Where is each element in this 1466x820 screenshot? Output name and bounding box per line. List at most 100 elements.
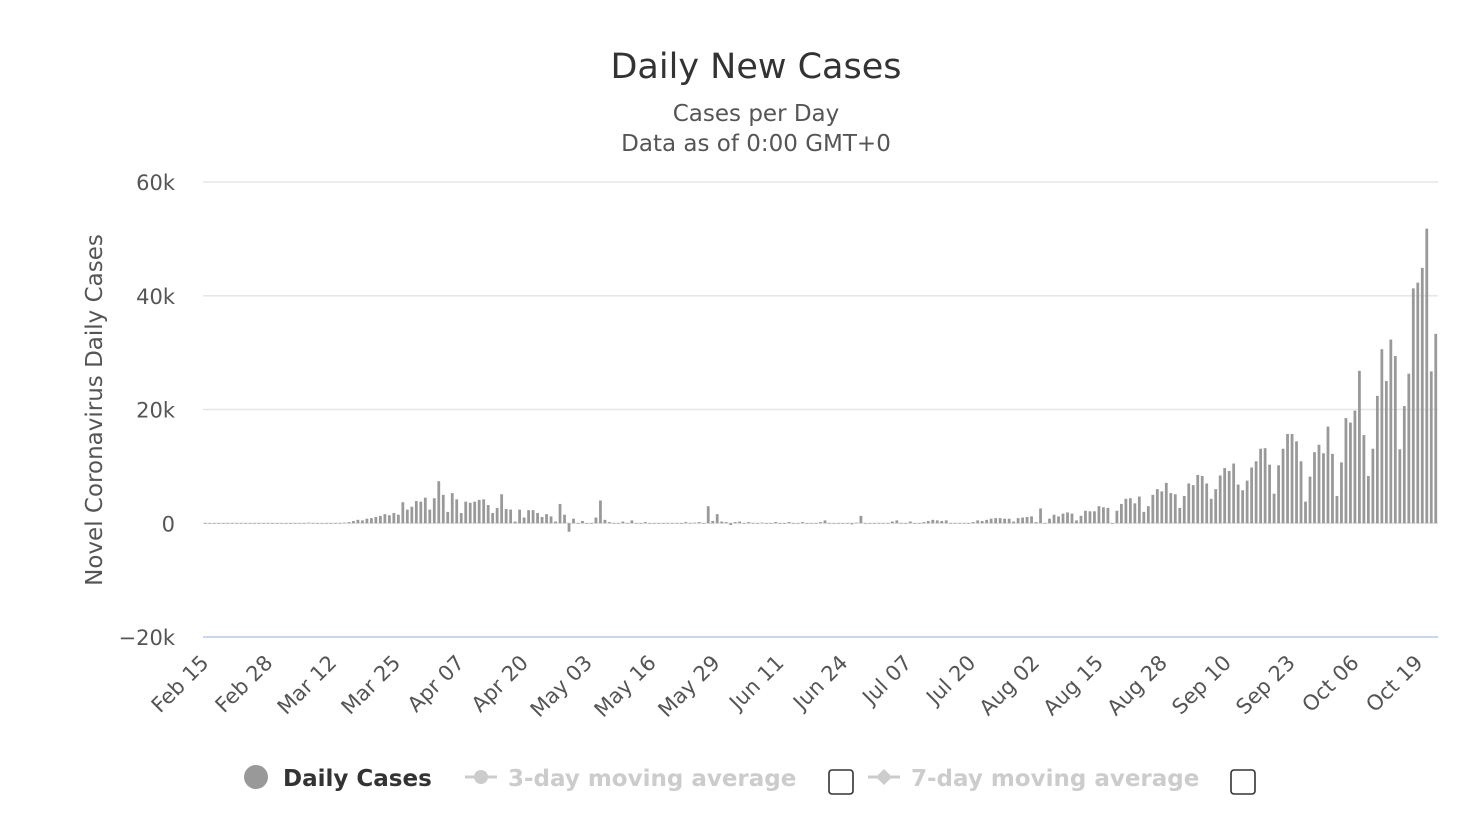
bar-mark[interactable] xyxy=(670,523,674,524)
bar-mark[interactable] xyxy=(1182,495,1186,524)
bar-mark[interactable] xyxy=(603,519,607,524)
bar-mark[interactable] xyxy=(989,518,993,524)
bar-mark[interactable] xyxy=(733,522,737,524)
bar-mark[interactable] xyxy=(1124,498,1128,524)
bar-mark[interactable] xyxy=(612,523,616,524)
bar-mark[interactable] xyxy=(527,510,530,524)
bar-mark[interactable] xyxy=(976,520,980,524)
bar-mark[interactable] xyxy=(805,523,809,524)
bar-mark[interactable] xyxy=(572,518,575,524)
bar-mark[interactable] xyxy=(1178,507,1182,524)
bar-mark[interactable] xyxy=(1128,498,1132,524)
bar-mark[interactable] xyxy=(953,523,957,524)
bar-mark[interactable] xyxy=(1048,518,1051,524)
bar-mark[interactable] xyxy=(899,523,903,524)
bar-mark[interactable] xyxy=(1052,514,1056,524)
bar-mark[interactable] xyxy=(832,523,836,524)
bar-mark[interactable] xyxy=(1375,395,1379,524)
bar-mark[interactable] xyxy=(1088,511,1092,524)
bar-mark[interactable] xyxy=(343,522,346,524)
bar-mark[interactable] xyxy=(1187,483,1191,524)
bar-mark[interactable] xyxy=(940,520,944,524)
bar-mark[interactable] xyxy=(1407,373,1411,524)
bar-mark[interactable] xyxy=(554,521,557,524)
bar-mark[interactable] xyxy=(221,523,225,524)
bar-mark[interactable] xyxy=(239,523,243,524)
bar-mark[interactable] xyxy=(1398,449,1402,524)
bar-mark[interactable] xyxy=(747,522,751,524)
bar-mark[interactable] xyxy=(509,509,513,524)
bar-mark[interactable] xyxy=(881,523,885,524)
bar-mark[interactable] xyxy=(886,523,890,524)
bar-mark[interactable] xyxy=(536,513,539,524)
bar-mark[interactable] xyxy=(531,510,535,524)
bar-mark[interactable] xyxy=(634,523,638,524)
bar-mark[interactable] xyxy=(1371,448,1375,524)
bar-mark[interactable] xyxy=(1066,512,1069,524)
bar-mark[interactable] xyxy=(1322,453,1325,524)
bar-mark[interactable] xyxy=(890,521,894,524)
bar-mark[interactable] xyxy=(1268,464,1271,524)
bar-mark[interactable] xyxy=(774,522,777,524)
bar-mark[interactable] xyxy=(226,523,230,524)
bar-mark[interactable] xyxy=(576,523,580,524)
bar-mark[interactable] xyxy=(1133,503,1137,524)
bar-mark[interactable] xyxy=(311,523,315,524)
bar-mark[interactable] xyxy=(1358,370,1361,524)
bar-mark[interactable] xyxy=(1245,480,1249,524)
bar-mark[interactable] xyxy=(392,513,396,524)
bar-mark[interactable] xyxy=(1173,494,1177,524)
bar-mark[interactable] xyxy=(293,523,297,524)
bar-mark[interactable] xyxy=(1393,356,1397,524)
bar-mark[interactable] xyxy=(711,520,715,524)
bar-mark[interactable] xyxy=(720,521,724,524)
bar-mark[interactable] xyxy=(913,523,917,524)
bar-mark[interactable] xyxy=(688,523,692,524)
bar-mark[interactable] xyxy=(1196,474,1200,524)
bar-mark[interactable] xyxy=(787,522,791,524)
bar-mark[interactable] xyxy=(1241,490,1245,524)
bar-mark[interactable] xyxy=(1295,441,1298,524)
bar-mark[interactable] xyxy=(482,499,486,524)
bar-mark[interactable] xyxy=(796,523,800,524)
bar-mark[interactable] xyxy=(437,481,441,524)
bar-mark[interactable] xyxy=(850,523,854,525)
bar-mark[interactable] xyxy=(563,514,566,524)
bar-mark[interactable] xyxy=(581,520,584,524)
bar-mark[interactable] xyxy=(778,523,782,524)
bar-mark[interactable] xyxy=(1232,463,1236,524)
bar-mark[interactable] xyxy=(1025,516,1029,524)
bar-mark[interactable] xyxy=(486,505,490,524)
bar-mark[interactable] xyxy=(1151,494,1155,524)
bar-mark[interactable] xyxy=(783,523,786,524)
legend-item-3-day-moving-average[interactable]: 3-day moving average xyxy=(465,766,796,792)
bar-mark[interactable] xyxy=(873,523,876,524)
bar-mark[interactable] xyxy=(693,522,697,524)
bar-mark[interactable] xyxy=(621,521,625,524)
bar-mark[interactable] xyxy=(1075,520,1078,524)
bar-mark[interactable] xyxy=(387,515,391,524)
bar-mark[interactable] xyxy=(868,523,872,524)
bar-mark[interactable] xyxy=(1277,465,1280,524)
bar-mark[interactable] xyxy=(1137,496,1141,524)
bar-mark[interactable] xyxy=(1097,506,1101,524)
bar-mark[interactable] xyxy=(1326,426,1330,524)
bar-mark[interactable] xyxy=(675,523,679,524)
bar-mark[interactable] xyxy=(338,522,342,524)
bar-mark[interactable] xyxy=(1039,508,1042,524)
bar-mark[interactable] xyxy=(307,522,310,524)
bar-mark[interactable] xyxy=(423,497,427,524)
bar-mark[interactable] xyxy=(958,523,962,524)
bar-mark[interactable] xyxy=(1344,418,1348,524)
bar-mark[interactable] xyxy=(1362,435,1366,524)
bar-mark[interactable] xyxy=(284,523,288,524)
legend-item-daily-cases[interactable]: Daily Cases xyxy=(244,765,432,792)
bar-mark[interactable] xyxy=(1043,523,1047,524)
bar-mark[interactable] xyxy=(608,522,611,524)
bar-mark[interactable] xyxy=(792,523,795,524)
bar-mark[interactable] xyxy=(742,523,746,524)
bar-mark[interactable] xyxy=(1106,507,1110,524)
bar-mark[interactable] xyxy=(931,519,935,524)
bar-mark[interactable] xyxy=(1353,410,1357,524)
bar-mark[interactable] xyxy=(1120,503,1123,524)
